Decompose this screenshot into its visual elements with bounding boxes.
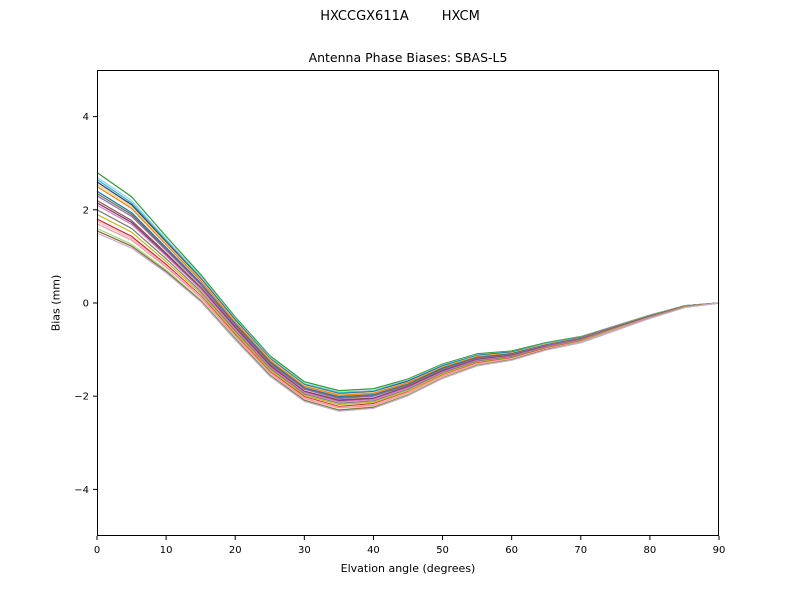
suptitle-left: HXCCGX611A	[320, 9, 409, 24]
series-line	[96, 190, 720, 398]
x-tick-label: 60	[505, 545, 518, 556]
series-line	[96, 183, 720, 395]
y-tick-label: 4	[83, 112, 89, 123]
x-tick-label: 20	[229, 545, 242, 556]
series-line	[96, 176, 720, 393]
x-tick-label: 70	[574, 545, 587, 556]
y-tick-label: 2	[83, 205, 89, 216]
y-axis-label: Bias (mm)	[49, 274, 63, 332]
axes-spines	[97, 70, 719, 536]
x-tick-label: 40	[367, 545, 380, 556]
x-axis-label: Elvation angle (degrees)	[340, 562, 476, 575]
series-line	[96, 199, 720, 401]
y-tick-label: −4	[74, 485, 89, 496]
figure-suptitle: HXCCGX611A HXCM	[0, 9, 800, 24]
x-tick-label: 10	[160, 545, 173, 556]
series-line	[96, 204, 720, 403]
series-line	[96, 232, 720, 412]
series-line	[96, 195, 720, 400]
series-line	[96, 192, 720, 399]
y-tick-label: 0	[83, 299, 89, 310]
x-tick-label: 90	[713, 545, 726, 556]
plot-area: 0 10 20 30 40 50 60 70 80 90 −4 −2 0 2 4	[74, 70, 725, 556]
x-tick-label: 0	[94, 545, 100, 556]
series-line	[96, 213, 720, 406]
suptitle-right: HXCM	[441, 9, 480, 24]
x-tick-label: 80	[644, 545, 657, 556]
x-tick-label: 30	[298, 545, 311, 556]
y-tick-label: −2	[74, 392, 89, 403]
axes-title: Antenna Phase Biases: SBAS-L5	[308, 50, 508, 65]
x-tick-label: 50	[436, 545, 449, 556]
series-line	[96, 202, 720, 402]
series-line	[96, 209, 720, 404]
